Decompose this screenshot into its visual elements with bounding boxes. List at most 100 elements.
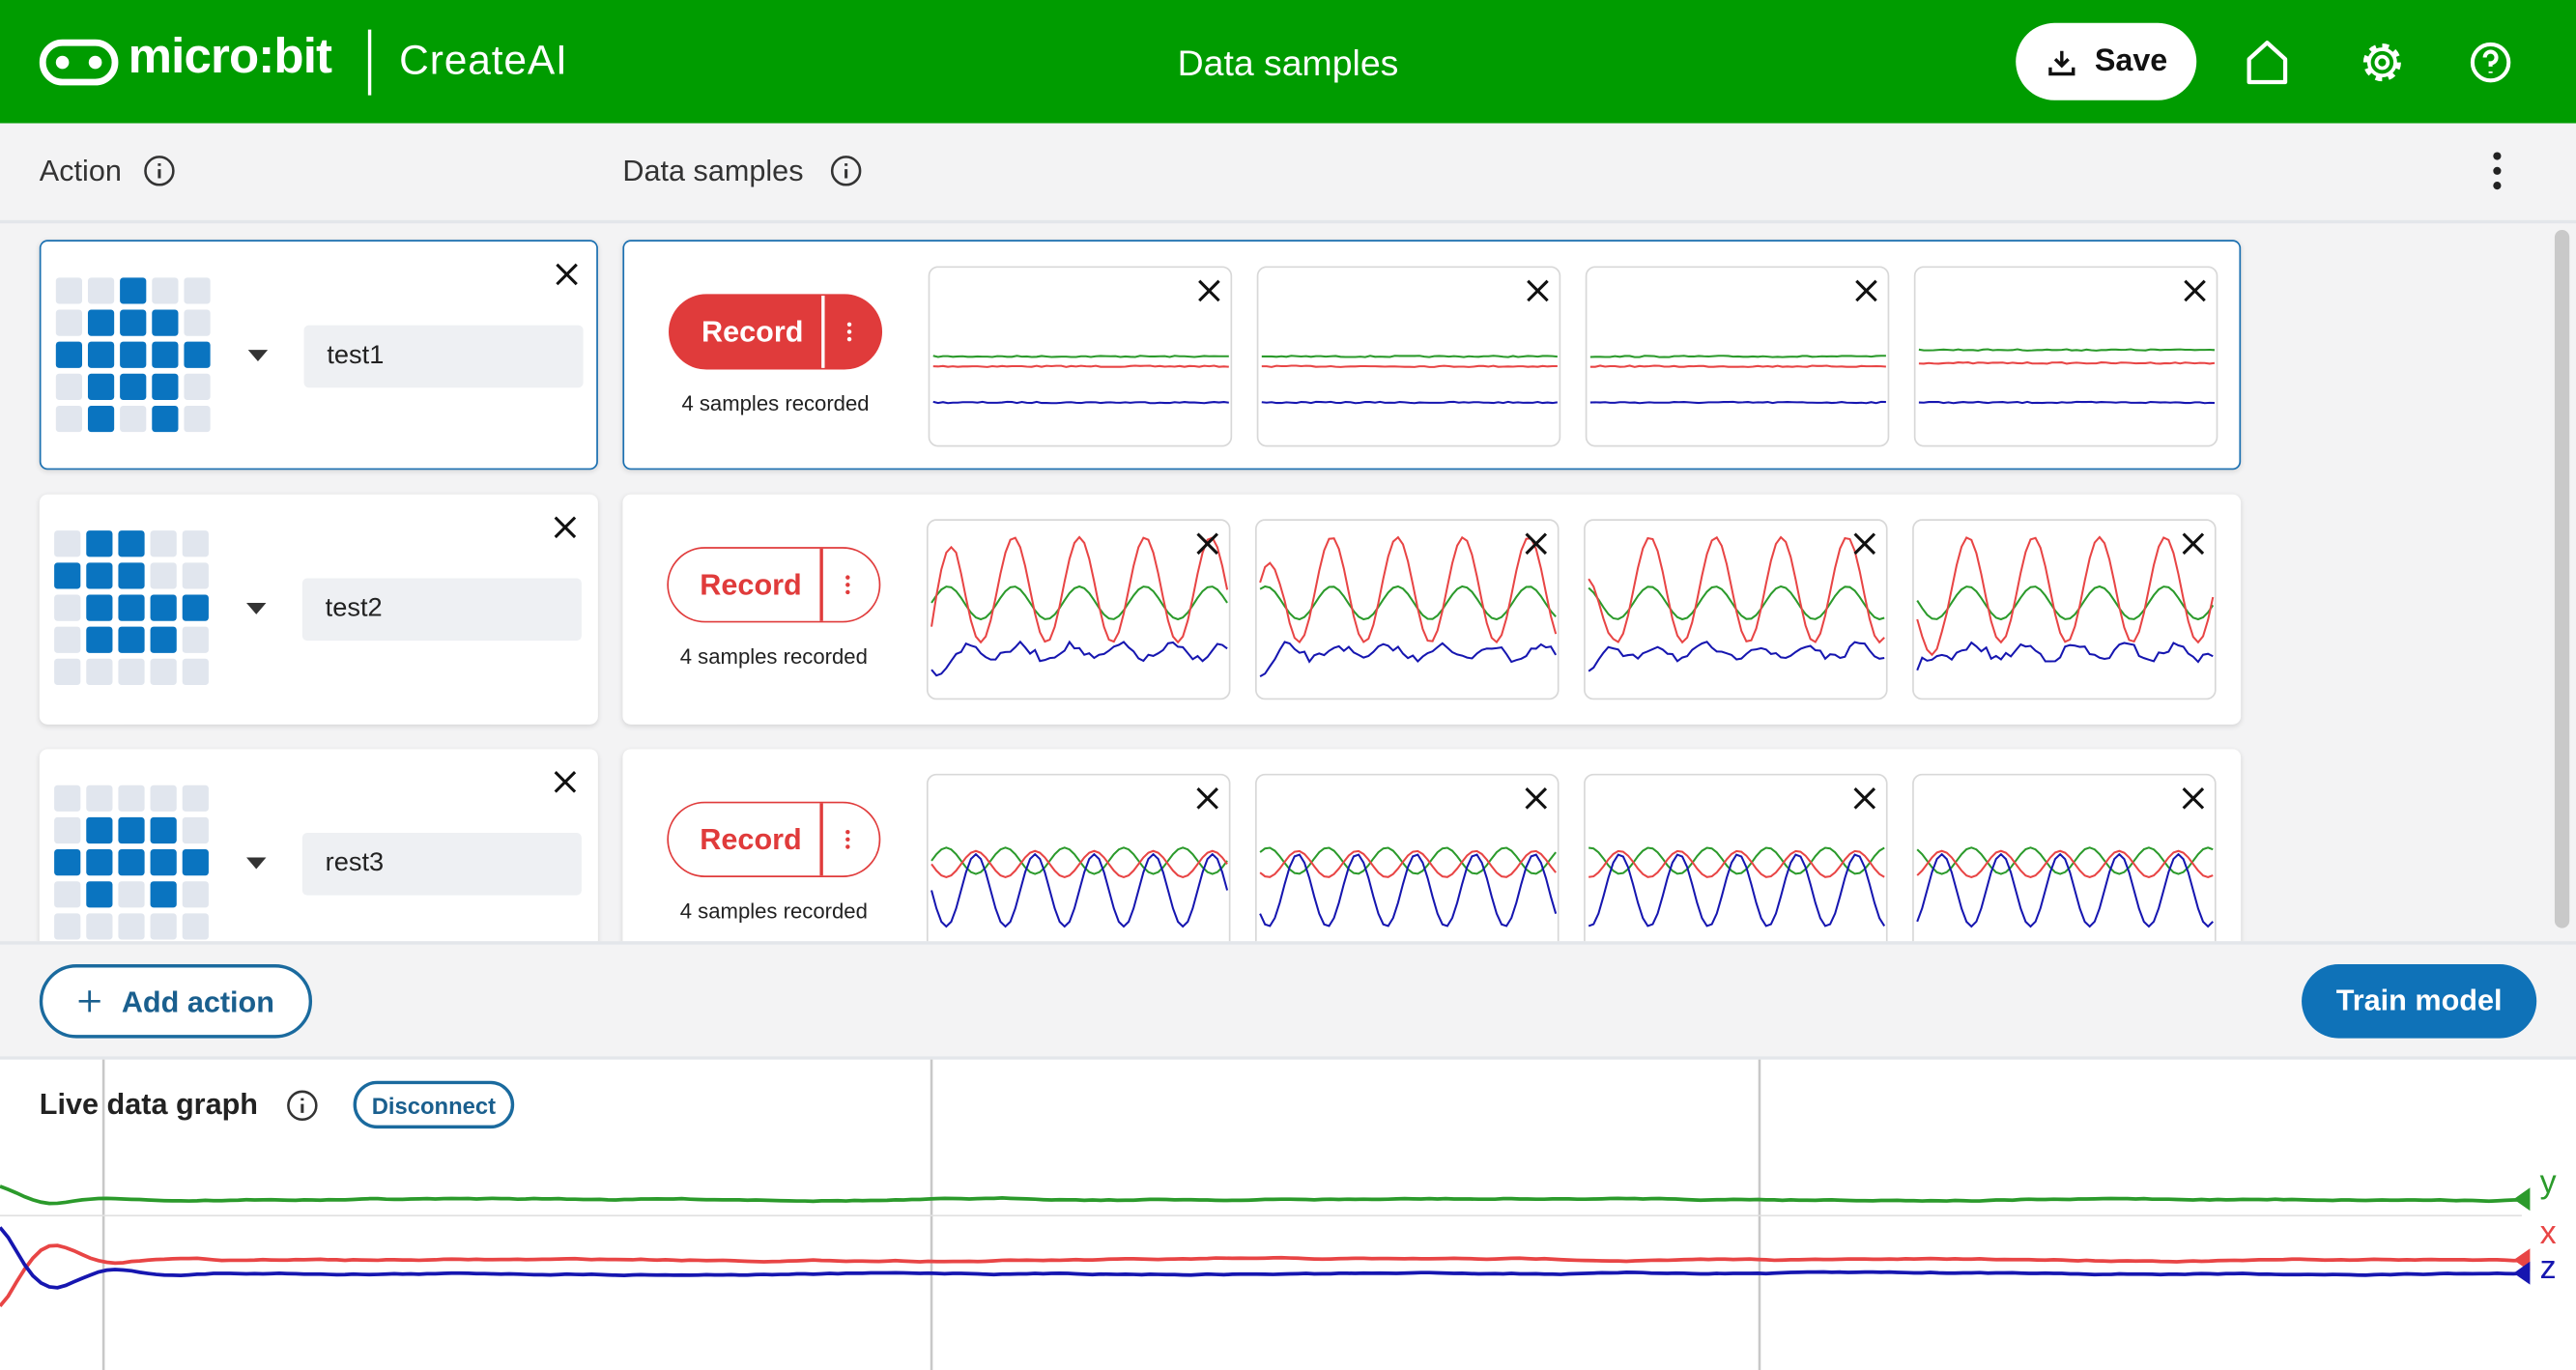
- logo-eye: [88, 55, 102, 70]
- close-icon[interactable]: [1525, 786, 1548, 810]
- close-shape: [554, 516, 577, 539]
- led: [54, 530, 81, 557]
- close-icon[interactable]: [2182, 786, 2205, 810]
- help-icon[interactable]: [2469, 42, 2511, 84]
- close-icon[interactable]: [1853, 786, 1876, 810]
- dot: [845, 583, 850, 587]
- live-marker: [2513, 1187, 2531, 1212]
- sample-box: [1585, 266, 1890, 447]
- separator: [0, 219, 2576, 224]
- download-icon: [2048, 50, 2075, 76]
- live-signal: [0, 1184, 2522, 1206]
- led: [120, 277, 147, 304]
- signal: [930, 849, 1228, 879]
- dot: [845, 589, 850, 595]
- sample-box: [1254, 519, 1560, 700]
- record-divider: [821, 296, 824, 368]
- close-icon[interactable]: [2184, 279, 2207, 302]
- signal: [1589, 849, 1885, 878]
- dropdown-arrow[interactable]: [246, 602, 267, 614]
- dot: [2493, 182, 2502, 190]
- sample-graph: [1588, 846, 1886, 928]
- record-label: Record: [700, 822, 802, 856]
- dot: [846, 336, 852, 342]
- signal: [1259, 535, 1558, 644]
- sample-count: 4 samples recorded: [681, 390, 870, 416]
- close-shape: [554, 771, 577, 793]
- led: [55, 373, 83, 401]
- dot: [846, 322, 852, 328]
- close-icon[interactable]: [2182, 532, 2205, 556]
- signal: [1916, 641, 2214, 671]
- train-button[interactable]: Train model: [2302, 964, 2537, 1039]
- action-name-input[interactable]: test1: [303, 325, 584, 388]
- led: [182, 594, 209, 621]
- close-shape: [1198, 279, 1220, 302]
- settings-icon[interactable]: [2360, 40, 2406, 86]
- close-icon[interactable]: [1525, 532, 1548, 556]
- train-label: Train model: [2335, 984, 2503, 1017]
- led: [55, 341, 83, 368]
- save-button[interactable]: Save: [2016, 22, 2197, 100]
- samples-card: Record 4 samples recorded: [622, 494, 2242, 725]
- led: [150, 530, 177, 557]
- arrow: [246, 602, 267, 614]
- sample-graph: [1589, 355, 1886, 405]
- plus: [78, 990, 100, 1013]
- close-icon[interactable]: [1527, 279, 1550, 302]
- home-icon[interactable]: [2245, 40, 2291, 86]
- led: [118, 785, 145, 812]
- action-name-input[interactable]: test2: [301, 578, 582, 642]
- signal: [1259, 585, 1557, 621]
- led: [152, 341, 179, 368]
- sample-box: [1584, 773, 1888, 942]
- close-icon[interactable]: [556, 263, 579, 286]
- signal: [1588, 535, 1885, 644]
- close-icon[interactable]: [1196, 786, 1219, 810]
- sample-graph: [1259, 535, 1558, 678]
- save-label: Save: [2094, 43, 2168, 79]
- action-name-input[interactable]: rest3: [301, 833, 582, 896]
- led: [152, 373, 179, 401]
- divider: [367, 29, 372, 96]
- sample-box: [1254, 773, 1560, 942]
- add-action-button[interactable]: Add action: [39, 964, 313, 1039]
- led: [86, 562, 113, 589]
- disconnect-button[interactable]: Disconnect: [353, 1080, 515, 1129]
- led: [55, 405, 83, 433]
- close-icon[interactable]: [1196, 532, 1219, 556]
- close-icon[interactable]: [1197, 279, 1220, 302]
- signal: [1918, 400, 2215, 405]
- led: [150, 816, 177, 844]
- signal: [1916, 535, 2215, 657]
- record-label: Record: [701, 315, 804, 349]
- scrollbar: [2554, 230, 2570, 928]
- record-button[interactable]: Record: [667, 547, 881, 623]
- close-icon[interactable]: [554, 770, 577, 793]
- led: [152, 277, 179, 304]
- led: [182, 849, 209, 876]
- led: [182, 881, 209, 908]
- sample-box: [1912, 519, 2217, 700]
- record-button[interactable]: Record: [667, 801, 881, 877]
- record-menu: [845, 829, 850, 849]
- app-name: CreateAI: [399, 38, 568, 84]
- dropdown-arrow[interactable]: [246, 857, 267, 870]
- sample-graph: [1588, 535, 1885, 672]
- led: [54, 849, 81, 876]
- signal: [1261, 355, 1558, 358]
- close-icon[interactable]: [1853, 532, 1876, 556]
- column-action: Action: [39, 154, 122, 187]
- close-icon[interactable]: [554, 516, 577, 539]
- led: [86, 594, 113, 621]
- led: [54, 913, 81, 940]
- dot: [846, 329, 852, 334]
- signal: [930, 535, 1229, 644]
- record-menu: [845, 575, 850, 595]
- more-menu[interactable]: [2487, 151, 2506, 190]
- dropdown-arrow[interactable]: [247, 350, 269, 362]
- record-button[interactable]: Record: [669, 294, 883, 370]
- signal: [1261, 400, 1558, 405]
- signal: [932, 400, 1229, 405]
- close-icon[interactable]: [1855, 279, 1878, 302]
